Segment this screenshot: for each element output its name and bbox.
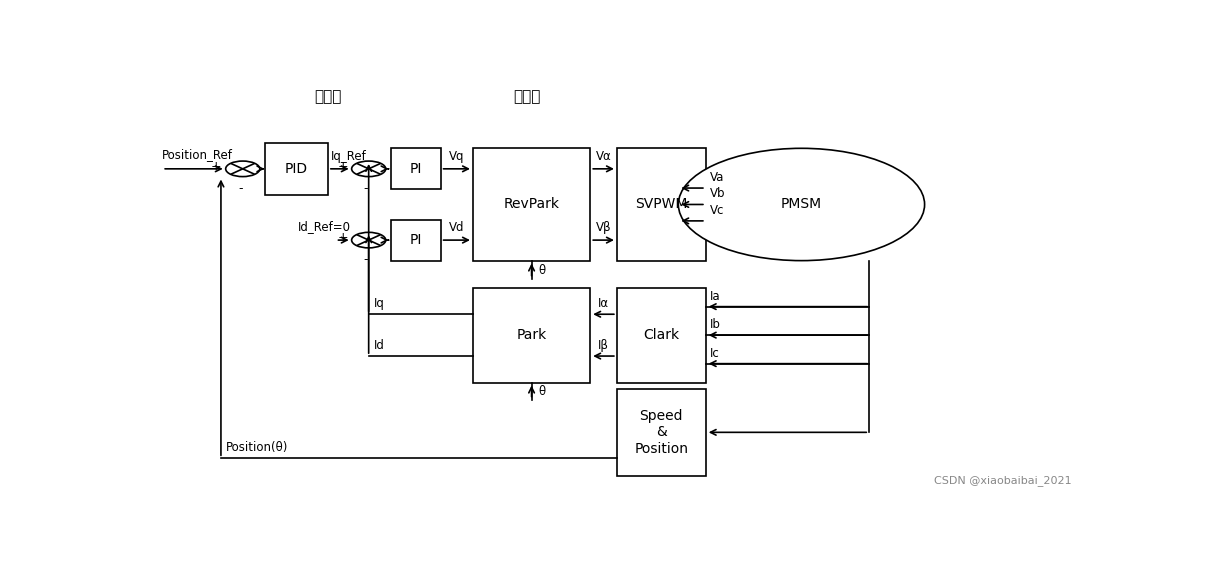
Text: 电流环: 电流环	[513, 89, 540, 104]
Text: Vc: Vc	[710, 204, 723, 217]
Bar	[391, 219, 441, 261]
Text: RevPark: RevPark	[503, 197, 560, 211]
Text: Position(θ): Position(θ)	[226, 441, 288, 454]
Text: +: +	[337, 231, 348, 244]
Bar	[617, 288, 706, 383]
Text: Id: Id	[374, 339, 384, 352]
Bar	[617, 389, 706, 476]
Text: Iβ: Iβ	[598, 339, 609, 352]
Text: -: -	[364, 182, 368, 195]
Bar	[264, 143, 327, 195]
Text: 位置环: 位置环	[314, 89, 342, 104]
Text: Iα: Iα	[598, 297, 609, 310]
Text: Id_Ref=0: Id_Ref=0	[298, 220, 351, 233]
Text: CSDN @xiaobaibai_2021: CSDN @xiaobaibai_2021	[934, 475, 1072, 486]
Text: Vα: Vα	[595, 150, 611, 163]
Text: Iq: Iq	[374, 297, 384, 310]
Text: PMSM: PMSM	[781, 197, 822, 211]
Text: SVPWM: SVPWM	[635, 197, 688, 211]
Text: Vb: Vb	[710, 187, 725, 200]
Bar	[473, 288, 590, 383]
Text: Va: Va	[710, 171, 723, 184]
Text: Ic: Ic	[710, 347, 720, 360]
Text: Ia: Ia	[710, 289, 720, 303]
Circle shape	[352, 232, 386, 248]
Bar	[391, 148, 441, 190]
Text: Position_Ref: Position_Ref	[163, 148, 233, 161]
Text: PI: PI	[409, 162, 423, 176]
Circle shape	[226, 161, 260, 177]
Text: Clark: Clark	[643, 328, 679, 342]
Text: -: -	[364, 253, 368, 266]
Text: Iq_Ref: Iq_Ref	[330, 150, 367, 163]
Text: θ: θ	[538, 385, 545, 398]
Text: Vd: Vd	[448, 222, 464, 234]
Text: PI: PI	[409, 233, 423, 247]
Text: Vq: Vq	[448, 150, 464, 163]
Text: +: +	[337, 160, 348, 173]
Bar	[473, 148, 590, 261]
Bar	[617, 148, 706, 261]
Text: +: +	[210, 160, 221, 173]
Circle shape	[678, 148, 925, 261]
Text: PID: PID	[285, 162, 308, 176]
Text: θ: θ	[538, 264, 545, 277]
Text: Ib: Ib	[710, 318, 721, 331]
Text: Park: Park	[517, 328, 546, 342]
Text: Speed
&
Position: Speed & Position	[634, 409, 688, 456]
Text: -: -	[238, 182, 242, 195]
Text: Vβ: Vβ	[596, 222, 611, 234]
Circle shape	[352, 161, 386, 177]
